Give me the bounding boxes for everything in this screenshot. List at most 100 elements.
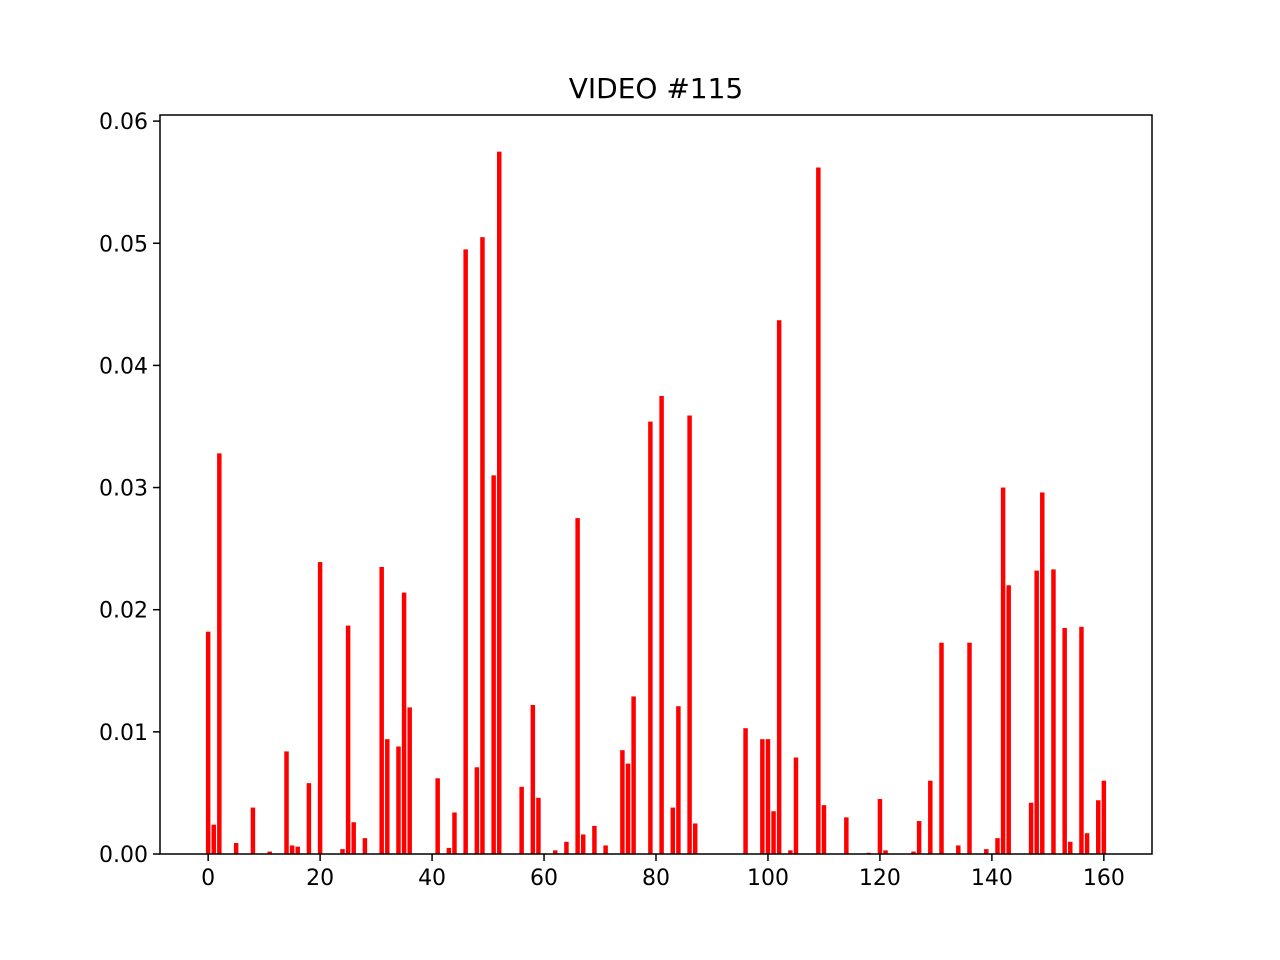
x-tick-label: 120 <box>859 866 901 891</box>
bar <box>771 811 776 854</box>
bar <box>620 750 625 854</box>
bar <box>474 767 480 854</box>
x-tick-label: 60 <box>530 866 558 891</box>
y-tick-label: 0.05 <box>99 232 148 257</box>
x-tick-label: 80 <box>642 866 670 891</box>
bar <box>592 825 597 854</box>
y-tick-label: 0.02 <box>99 599 148 624</box>
bars-group <box>205 151 1107 855</box>
bar <box>580 834 586 854</box>
bar <box>687 415 692 854</box>
bar <box>743 728 748 854</box>
bar <box>1034 570 1039 854</box>
bar <box>844 817 849 854</box>
bar <box>793 757 799 854</box>
x-axis: 0 20 40 60 80 100 120 140 160 <box>201 854 1125 891</box>
bar <box>816 167 821 854</box>
x-tick-label: 160 <box>1083 866 1125 891</box>
bar <box>480 237 485 854</box>
bar <box>877 799 883 854</box>
bar <box>1101 780 1107 854</box>
x-tick-label: 0 <box>201 866 215 891</box>
bar <box>821 805 827 854</box>
bar <box>497 151 502 854</box>
y-tick-label: 0.06 <box>99 110 148 135</box>
x-tick-label: 20 <box>306 866 334 891</box>
bar <box>631 696 636 854</box>
bar <box>536 797 541 854</box>
chart-title: VIDEO #115 <box>569 72 744 105</box>
bar <box>345 625 351 854</box>
bar <box>765 739 771 854</box>
bar <box>984 849 989 854</box>
y-axis: 0.00 0.01 0.02 0.03 0.04 0.05 0.06 <box>99 110 160 868</box>
bar <box>435 778 440 854</box>
bar <box>1040 492 1045 854</box>
bar <box>956 845 961 854</box>
y-tick-label: 0.03 <box>99 477 148 502</box>
bar <box>967 642 972 854</box>
bar <box>351 822 356 854</box>
bar <box>788 850 793 854</box>
x-tick-label: 100 <box>747 866 789 891</box>
bar <box>250 807 256 854</box>
bar <box>911 851 916 854</box>
bar <box>552 850 558 854</box>
bar <box>211 824 216 854</box>
bar <box>233 843 239 854</box>
bar <box>446 847 452 854</box>
bar <box>340 849 345 854</box>
bar <box>776 320 782 855</box>
bar <box>692 823 698 854</box>
bar <box>648 421 653 854</box>
bar <box>362 838 368 854</box>
bar <box>659 395 664 854</box>
bar <box>1084 833 1090 854</box>
bar <box>1062 628 1067 854</box>
bar <box>1000 487 1006 854</box>
x-tick-label: 140 <box>971 866 1013 891</box>
bar <box>452 812 457 854</box>
bar <box>760 739 765 854</box>
bar <box>205 631 211 854</box>
bar <box>289 845 295 854</box>
bar <box>1079 626 1084 854</box>
bar <box>401 592 407 854</box>
bar <box>676 706 681 854</box>
bar <box>928 780 933 854</box>
bar <box>295 846 300 854</box>
bar <box>407 707 412 854</box>
bar <box>267 851 272 854</box>
bar <box>625 763 631 854</box>
bar <box>317 562 323 854</box>
bar <box>519 786 524 854</box>
bar <box>491 475 496 854</box>
bar <box>670 807 676 854</box>
bar <box>379 566 384 854</box>
bar <box>939 642 944 854</box>
bar <box>995 838 1000 854</box>
bar <box>1096 800 1101 854</box>
bar <box>463 249 468 855</box>
bar <box>1068 841 1073 854</box>
bar <box>1006 585 1011 854</box>
bar <box>217 453 222 854</box>
bar <box>530 704 536 854</box>
bar <box>385 739 390 854</box>
bar <box>396 746 401 854</box>
bar <box>916 821 922 854</box>
bar <box>306 783 312 854</box>
x-tick-label: 40 <box>418 866 446 891</box>
bar <box>603 845 608 854</box>
bar <box>883 850 888 854</box>
y-tick-label: 0.04 <box>99 354 148 379</box>
bar <box>1051 569 1056 854</box>
bar <box>575 518 580 854</box>
y-tick-label: 0.00 <box>99 843 148 868</box>
bar <box>564 841 569 854</box>
y-tick-label: 0.01 <box>99 721 148 746</box>
bar <box>284 751 289 854</box>
bar <box>1028 802 1034 854</box>
